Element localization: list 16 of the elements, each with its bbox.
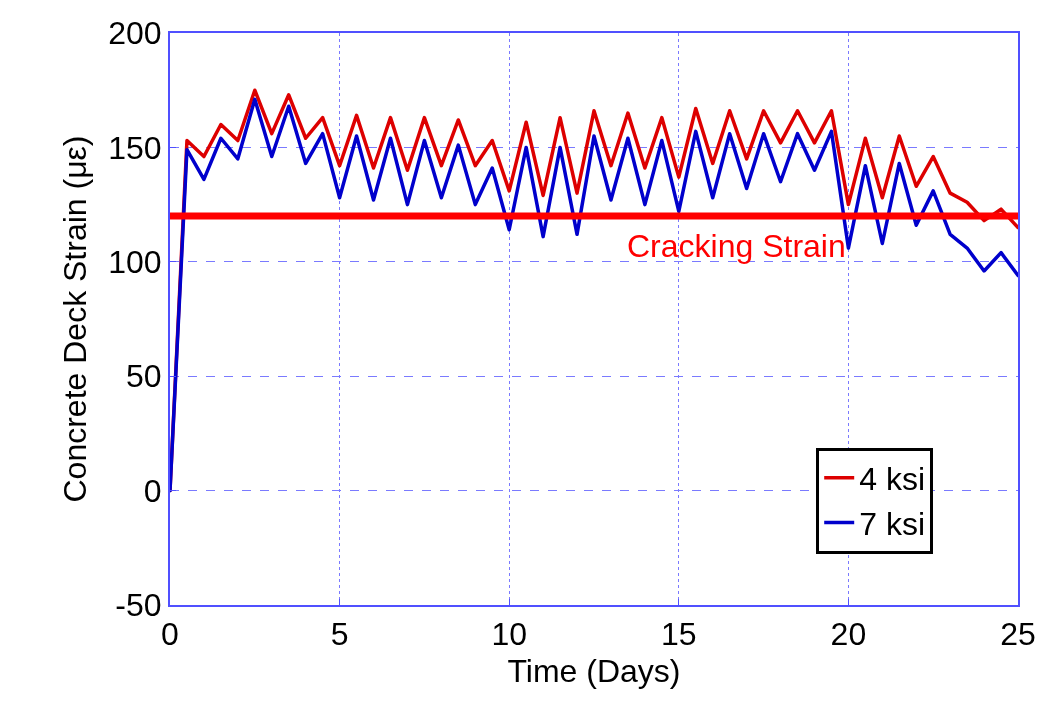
y-tick-label: 50 bbox=[126, 358, 162, 395]
y-tick-label: 0 bbox=[143, 472, 162, 509]
legend-label: 4 ksi bbox=[859, 461, 925, 498]
y-tick-label: 100 bbox=[108, 244, 162, 280]
legend-label: 7 ksi bbox=[859, 505, 925, 542]
x-tick-label: 25 bbox=[1000, 616, 1036, 653]
y-tick-label: 150 bbox=[108, 129, 162, 166]
x-tick-label: 5 bbox=[330, 616, 349, 653]
x-axis-title: Time (Days) bbox=[507, 652, 681, 689]
x-tick-label: 20 bbox=[830, 616, 867, 653]
x-tick-label: 10 bbox=[491, 616, 527, 653]
y-axis-title: Concrete Deck Strain (με) bbox=[57, 135, 94, 503]
ref-line-label: Cracking Strain bbox=[627, 228, 846, 264]
y-tick-label: 200 bbox=[108, 15, 162, 52]
y-tick-label: -50 bbox=[115, 587, 162, 624]
x-tick-label: 15 bbox=[661, 616, 697, 653]
